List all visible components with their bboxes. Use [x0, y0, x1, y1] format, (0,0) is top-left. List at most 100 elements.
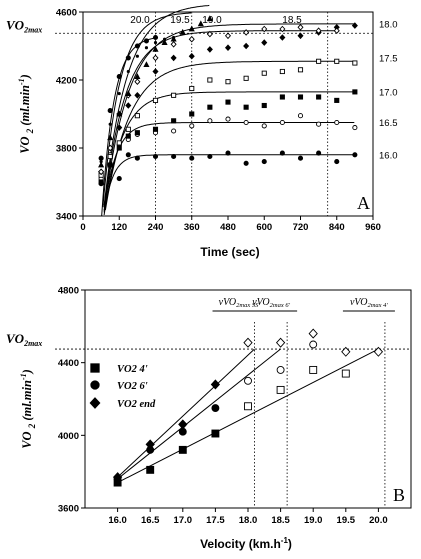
panel-a-right-label: 17.0: [379, 87, 398, 98]
panel-a-point: [261, 70, 267, 76]
panel-a-point: [107, 162, 113, 168]
panel-a-point: [107, 144, 114, 152]
panel-a-point: [98, 179, 104, 185]
panel-b-xlabel: Velocity (km.h-1): [200, 536, 292, 551]
panel-a-right-label: 16.5: [379, 118, 398, 129]
panel-a-point: [172, 35, 176, 40]
panel-b-regression-line: [117, 348, 281, 480]
panel-a-ylabel-part: -1: [17, 78, 26, 85]
panel-a-fit-curve-16.0: [103, 154, 355, 213]
panel-a-point: [152, 68, 159, 75]
panel-b-threshold-label-part: 2max 4': [367, 302, 388, 309]
panel-a-point: [170, 41, 177, 48]
panel-a-point: [181, 30, 185, 34]
panel-a-point: [243, 42, 250, 50]
panel-a-xtick-label: 840: [329, 222, 345, 233]
panel-b-xtick-label: 17.5: [206, 515, 225, 526]
panel-a-fit-curve-19.5: [102, 12, 192, 207]
panel-a-frame: [82, 11, 374, 217]
panel-a-fit-curve-18.5: [103, 30, 337, 208]
panel-a-point: [152, 45, 159, 52]
panel-a-point: [153, 41, 158, 45]
panel-a-point: [224, 32, 232, 40]
panel-b-threshold-label: vVO2max 6': [252, 297, 290, 309]
panel-a-point: [189, 85, 195, 92]
panel-a-xtick-label: 0: [80, 222, 85, 233]
panel-a-point: [108, 122, 112, 126]
panel-a-point: [206, 46, 213, 53]
panel-a-point: [134, 113, 140, 119]
panel-b-point: [178, 419, 188, 430]
panel-b-open-point: [244, 376, 252, 385]
panel-b-series: [112, 379, 221, 483]
panel-a-point: [207, 104, 213, 110]
panel-b-legend-marker: [90, 380, 100, 390]
panel-a-point: [207, 118, 213, 124]
panel-a-point: [134, 43, 140, 49]
panel-b-point: [146, 465, 155, 474]
panel-a-point: [243, 104, 249, 110]
panel-a-point: [188, 52, 195, 60]
panel-a-point: [152, 54, 159, 62]
panel-a-point: [134, 92, 141, 99]
panel-b-legend-label: VO2 6': [117, 381, 148, 392]
panel-b-open-point: [244, 402, 252, 411]
panel-a-fit-curve-17.0: [103, 91, 355, 216]
panel-b-legend-label: VO2 end: [117, 399, 156, 410]
panel-a-point: [279, 68, 285, 75]
panel-b-point: [211, 429, 220, 438]
panel-a-point: [333, 27, 340, 34]
panel-a-point: [152, 153, 159, 160]
panel-a-point: [279, 25, 286, 33]
panel-a-series-17.0: [98, 89, 358, 185]
panel-a-xtick-label: 360: [184, 222, 200, 233]
panel-a-point: [315, 27, 322, 34]
panel-a-point: [279, 94, 285, 100]
panel-a-xtick-label: 720: [293, 222, 309, 233]
panel-a-point: [261, 25, 268, 33]
panel-b-legend: VO2 4' VO2 6' VO2 end: [89, 363, 156, 410]
panel-a-series-18.5: [98, 24, 340, 176]
panel-a-point: [99, 160, 103, 164]
panel-a-point: [297, 24, 304, 31]
panel-a-point: [297, 67, 304, 73]
panel-a-ytick-label: 3800: [56, 144, 77, 155]
panel-b-ytick-label: 4400: [58, 358, 79, 369]
panel-a-point: [316, 121, 322, 127]
panel-b-point: [211, 404, 220, 413]
panel-a-series-20.0: [98, 34, 159, 161]
panel-b-open-series: [244, 365, 350, 411]
panel-b-open-point: [308, 328, 318, 339]
panel-a-point: [243, 29, 250, 36]
panel-a-right-label: 16.0: [379, 150, 398, 161]
panel-b-point: [112, 472, 123, 483]
panel-a-point: [207, 153, 213, 160]
panel-a-point: [143, 61, 150, 68]
panel-a-point: [243, 75, 249, 81]
panel-a-series-19.0: [98, 15, 213, 168]
panel-b: 16.0 16.5 17.0 17.5 18.0 18.5 19.0 19.5 20.0 3600…: [6, 286, 412, 551]
panel-b-ylabel-part: 2: [27, 423, 37, 429]
panel-a-point: [279, 119, 285, 126]
panel-b-open-series: [243, 328, 384, 357]
panel-b-point: [210, 379, 221, 390]
panel-a-point: [297, 94, 304, 100]
panel-a-point: [297, 155, 304, 161]
panel-a-point: [334, 58, 340, 64]
panel-a-point: [279, 34, 286, 41]
panel-a-right-label: 18.0: [379, 19, 398, 30]
panel-b-open-point: [341, 346, 351, 357]
panel-a-point: [334, 159, 340, 165]
panel-a-fit-curve-19.0: [103, 4, 210, 206]
panel-a-xtick-label: 600: [256, 222, 272, 233]
panel-a-point: [334, 119, 340, 126]
panel-a-xtick-label: 240: [148, 222, 164, 233]
panel-a-point: [352, 60, 358, 66]
panel-a-ytick-label: 4200: [56, 76, 77, 87]
panel-a-point: [143, 38, 149, 44]
panel-a-point: [152, 34, 159, 41]
panel-a-point: [297, 113, 304, 119]
panel-b-open-point: [373, 346, 384, 357]
panel-b-ylabel-part: ): [20, 369, 34, 374]
